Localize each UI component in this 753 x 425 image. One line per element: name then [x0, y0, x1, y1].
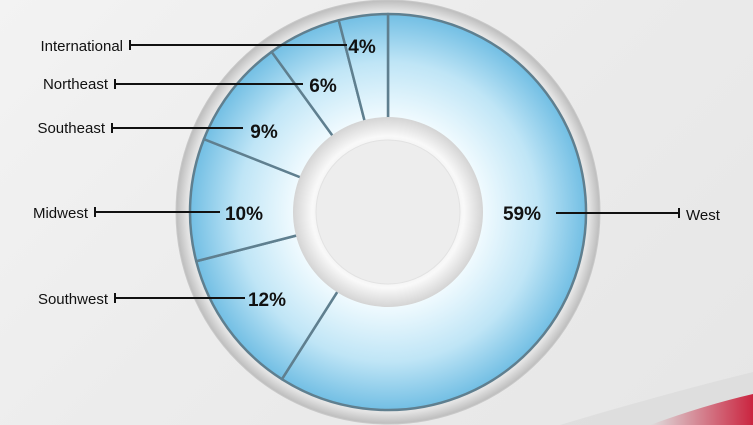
pct-label-southwest: 12%	[248, 290, 286, 311]
donut-hole	[315, 139, 461, 285]
region-label-international: International	[40, 38, 123, 55]
pct-label-west: 59%	[503, 204, 541, 225]
region-label-southwest: Southwest	[38, 291, 109, 308]
pct-label-southeast: 9%	[250, 122, 278, 143]
slice-labels: 59% West 12% Southwest 10% Midwest 9% Southeast…	[33, 37, 721, 311]
donut-slices	[188, 12, 588, 412]
pct-label-midwest: 10%	[225, 204, 263, 225]
region-label-west: West	[686, 207, 721, 224]
background-swoosh-accent	[650, 394, 753, 425]
region-label-southeast: Southeast	[37, 120, 105, 137]
region-label-northeast: Northeast	[43, 76, 109, 93]
pct-label-international: 4%	[348, 37, 376, 58]
pct-label-northeast: 6%	[309, 76, 337, 97]
region-label-midwest: Midwest	[33, 205, 89, 222]
